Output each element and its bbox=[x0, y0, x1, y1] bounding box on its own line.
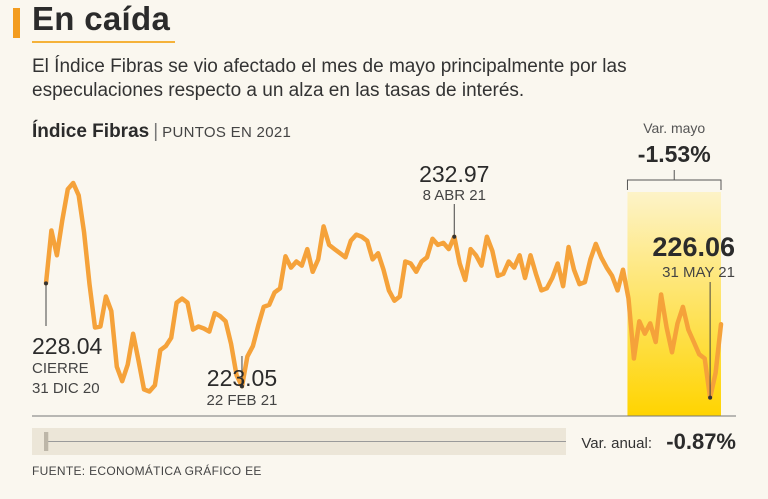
annotation-dot-min bbox=[239, 384, 244, 389]
may-bracket bbox=[626, 170, 722, 190]
series-line-indice-fibras bbox=[43, 180, 724, 400]
annotation-dot-cierre bbox=[44, 281, 48, 286]
annotation-dot-max bbox=[452, 234, 457, 239]
chart-title-name: Índice Fibras bbox=[32, 121, 150, 142]
headline-underline bbox=[32, 41, 175, 43]
annotation-sub-cierre: CIERRE bbox=[32, 360, 89, 377]
annotation-date-last: 31 MAY 21 bbox=[662, 264, 735, 281]
annual-variation-label: Var. anual: bbox=[581, 435, 652, 452]
subtitle: El Índice Fibras se vio afectado el mes … bbox=[32, 56, 627, 101]
footer-source: FUENTE: ECONOMÁTICA GRÁFICO EE bbox=[32, 464, 262, 478]
may-variation-value: -1.53% bbox=[638, 141, 711, 167]
chart-title-units: PUNTOS EN 2021 bbox=[162, 124, 292, 141]
annotation-date-max: 8 ABR 21 bbox=[423, 187, 486, 204]
annotation-value-last: 226.06 bbox=[652, 232, 735, 262]
headline-accent-bar bbox=[13, 8, 20, 38]
annotation-value-max: 232.97 bbox=[419, 161, 489, 187]
annual-variation-value: -0.87% bbox=[666, 429, 736, 454]
chart-title: Índice Fibras | PUNTOS EN 2021 bbox=[32, 121, 291, 143]
headline: En caída bbox=[32, 0, 171, 37]
annotation-date-cierre: 31 DIC 20 bbox=[32, 380, 100, 397]
chart-title-separator: | bbox=[153, 121, 159, 142]
annotation-value-cierre: 228.04 bbox=[32, 333, 103, 359]
may-variation-label: Var. mayo bbox=[643, 120, 705, 136]
annotation-dot-last bbox=[708, 395, 713, 400]
annotation-date-min: 22 FEB 21 bbox=[207, 392, 278, 409]
annual-bar-fill bbox=[44, 432, 49, 451]
annotation-value-min: 223.05 bbox=[207, 365, 277, 391]
